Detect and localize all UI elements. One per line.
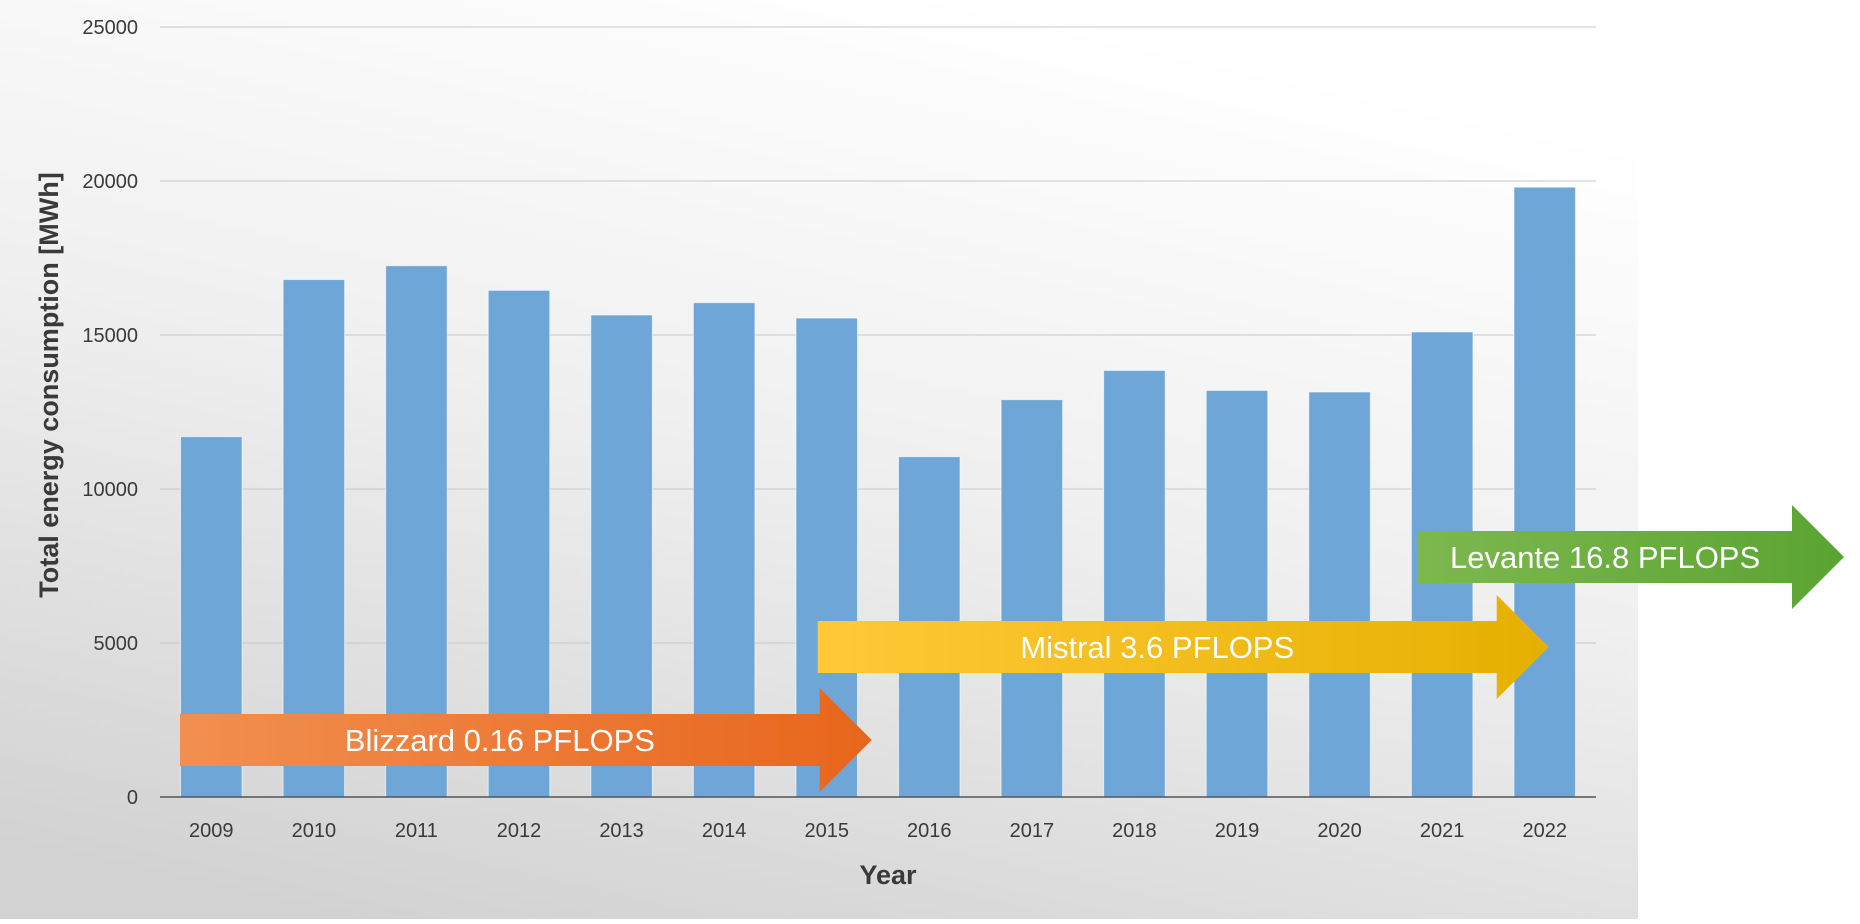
arrow-label: Mistral 3.6 PFLOPS — [1020, 630, 1294, 665]
arrow-levante — [1418, 505, 1844, 609]
bar-2017 — [1000, 399, 1064, 798]
x-tick-label: 2013 — [599, 820, 644, 842]
bar-2020 — [1308, 391, 1371, 798]
y-tick-label: 25000 — [82, 17, 138, 39]
arrow-label: Levante 16.8 PFLOPS — [1450, 540, 1760, 575]
arrow-label: Blizzard 0.16 PFLOPS — [345, 723, 655, 758]
bar-2022 — [1513, 186, 1576, 798]
x-tick-label: 2010 — [292, 820, 337, 842]
x-tick-label: 2012 — [497, 820, 542, 842]
y-tick-labels: 0 5000 10000 15000 20000 25000 — [82, 17, 138, 809]
x-tick-label: 2017 — [1010, 820, 1055, 842]
y-axis-title: Total energy consumption [MWh] — [34, 172, 64, 597]
x-tick-label: 2015 — [804, 820, 849, 842]
system-arrows: Blizzard 0.16 PFLOPS Mistral 3.6 PFLOPS Le… — [180, 505, 1844, 792]
bar-2011 — [385, 265, 448, 798]
x-axis-title: Year — [859, 860, 917, 890]
y-tick-label: 10000 — [82, 479, 138, 501]
x-tick-label: 2020 — [1317, 820, 1362, 842]
x-tick-label: 2009 — [189, 820, 234, 842]
x-tick-label: 2019 — [1215, 820, 1260, 842]
bar-2012 — [487, 289, 551, 798]
arrow-mistral — [817, 595, 1549, 699]
bar-2010 — [282, 279, 346, 798]
x-tick-label: 2022 — [1522, 820, 1567, 842]
bar-2019 — [1205, 389, 1269, 798]
y-tick-label: 15000 — [82, 325, 138, 347]
x-tick-label: 2018 — [1112, 820, 1157, 842]
bar-2018 — [1103, 369, 1166, 798]
x-tick-label: 2016 — [907, 820, 952, 842]
y-tick-label: 5000 — [94, 633, 139, 655]
x-tick-labels: 2009 2010 2011 2012 2013 2014 2015 2016 2017 2018… — [189, 820, 1567, 842]
x-tick-label: 2021 — [1420, 820, 1465, 842]
y-tick-label: 20000 — [82, 171, 138, 193]
x-tick-label: 2011 — [395, 820, 438, 842]
arrow-blizzard — [180, 688, 872, 792]
x-tick-label: 2014 — [702, 820, 747, 842]
y-tick-label: 0 — [127, 787, 138, 809]
